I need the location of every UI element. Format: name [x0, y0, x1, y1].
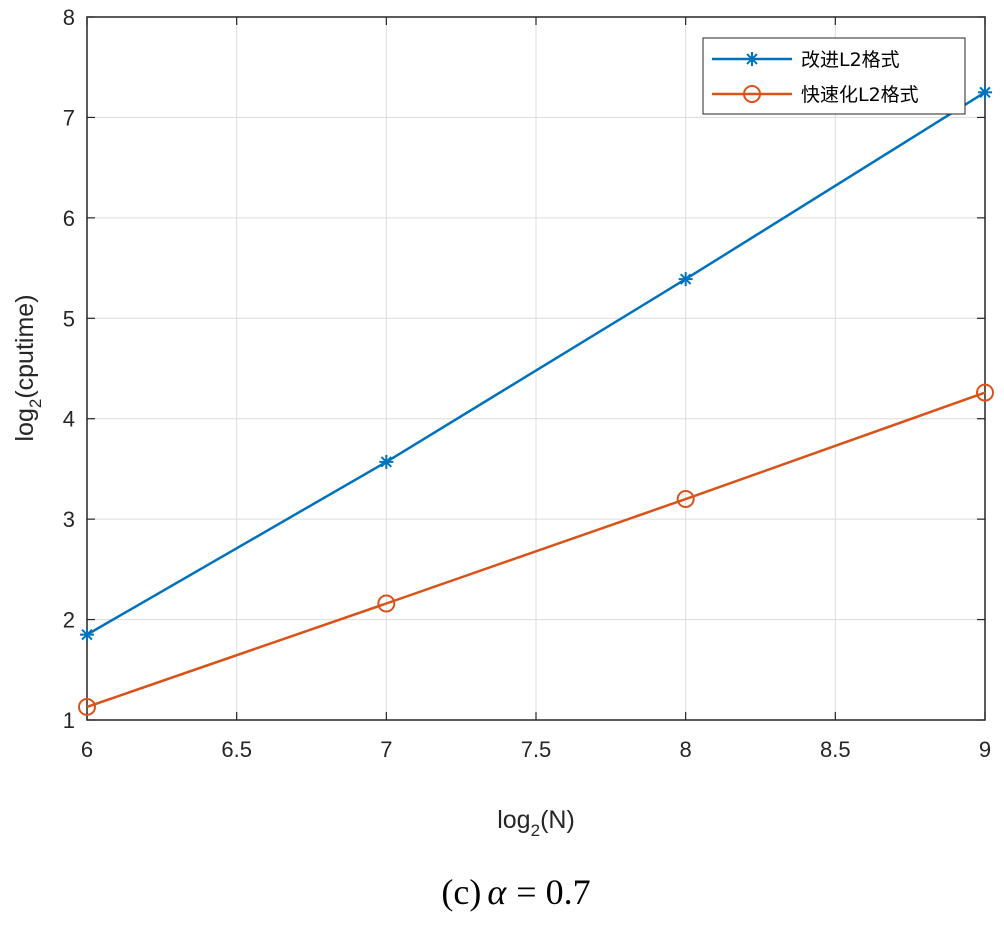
grid — [87, 17, 985, 720]
legend: 改进L2格式 快速化L2格式 — [702, 37, 966, 115]
x-tick-label: 6 — [81, 737, 93, 762]
series-2-point — [377, 594, 396, 613]
y-axis-title-main: log — [11, 408, 39, 441]
y-axis-title: log2(cputime) — [11, 294, 45, 441]
series-line-1 — [86, 91, 986, 636]
caption-prefix: (c) — [441, 872, 481, 912]
x-tick-label: 6.5 — [221, 737, 252, 762]
legend-marker-series-2 — [743, 85, 761, 103]
x-tick-labels: 6 6.5 7 7.5 8 8.5 9 — [81, 737, 991, 762]
figure-caption: (c) α = 0.7 — [441, 872, 590, 912]
x-tick-label: 7.5 — [521, 737, 552, 762]
y-tick-label: 2 — [63, 608, 75, 633]
legend-label-series-2: 快速化L2格式 — [801, 84, 919, 106]
caption-value: = 0.7 — [516, 872, 590, 912]
y-tick-label: 4 — [63, 407, 75, 432]
series-1-point — [80, 627, 94, 642]
y-tick-label: 1 — [63, 708, 75, 733]
y-tick-labels: 1 2 3 4 5 6 7 8 — [63, 5, 75, 733]
legend-marker-series-1 — [745, 52, 759, 66]
x-axis-title-main: log — [497, 806, 530, 834]
y-tick-label: 5 — [63, 306, 75, 331]
y-tick-label: 6 — [63, 206, 75, 231]
x-axis-title-rest: (N) — [540, 806, 575, 834]
series-1-point — [379, 454, 394, 469]
series-1-point — [678, 272, 693, 287]
legend-label-series-1: 改进L2格式 — [801, 49, 900, 71]
series-2-point — [78, 697, 96, 716]
y-tick-label: 8 — [63, 5, 75, 30]
legend-marker-circle — [743, 85, 761, 103]
y-tick-label: 3 — [63, 507, 75, 532]
series-2-point — [976, 383, 994, 402]
tick-marks — [86, 16, 986, 721]
x-axis-title-sub: 2 — [531, 821, 540, 840]
x-tick-label: 9 — [979, 737, 991, 762]
series-layer — [78, 85, 994, 716]
y-axis-title-sub: 2 — [26, 399, 45, 408]
legend-marker-asterisk — [745, 52, 759, 66]
series-1-point — [978, 85, 992, 100]
caption-symbol: α — [487, 872, 507, 912]
series-2-point — [676, 490, 695, 509]
y-tick-label: 7 — [63, 105, 75, 130]
x-tick-label: 8 — [680, 737, 692, 762]
x-tick-label: 7 — [380, 737, 392, 762]
legend-box — [702, 37, 966, 115]
x-tick-label: 8.5 — [820, 737, 851, 762]
x-axis-title: log2(N) — [497, 806, 575, 840]
y-axis-title-rest: (cputime) — [11, 294, 39, 398]
series-line-2 — [86, 391, 986, 709]
